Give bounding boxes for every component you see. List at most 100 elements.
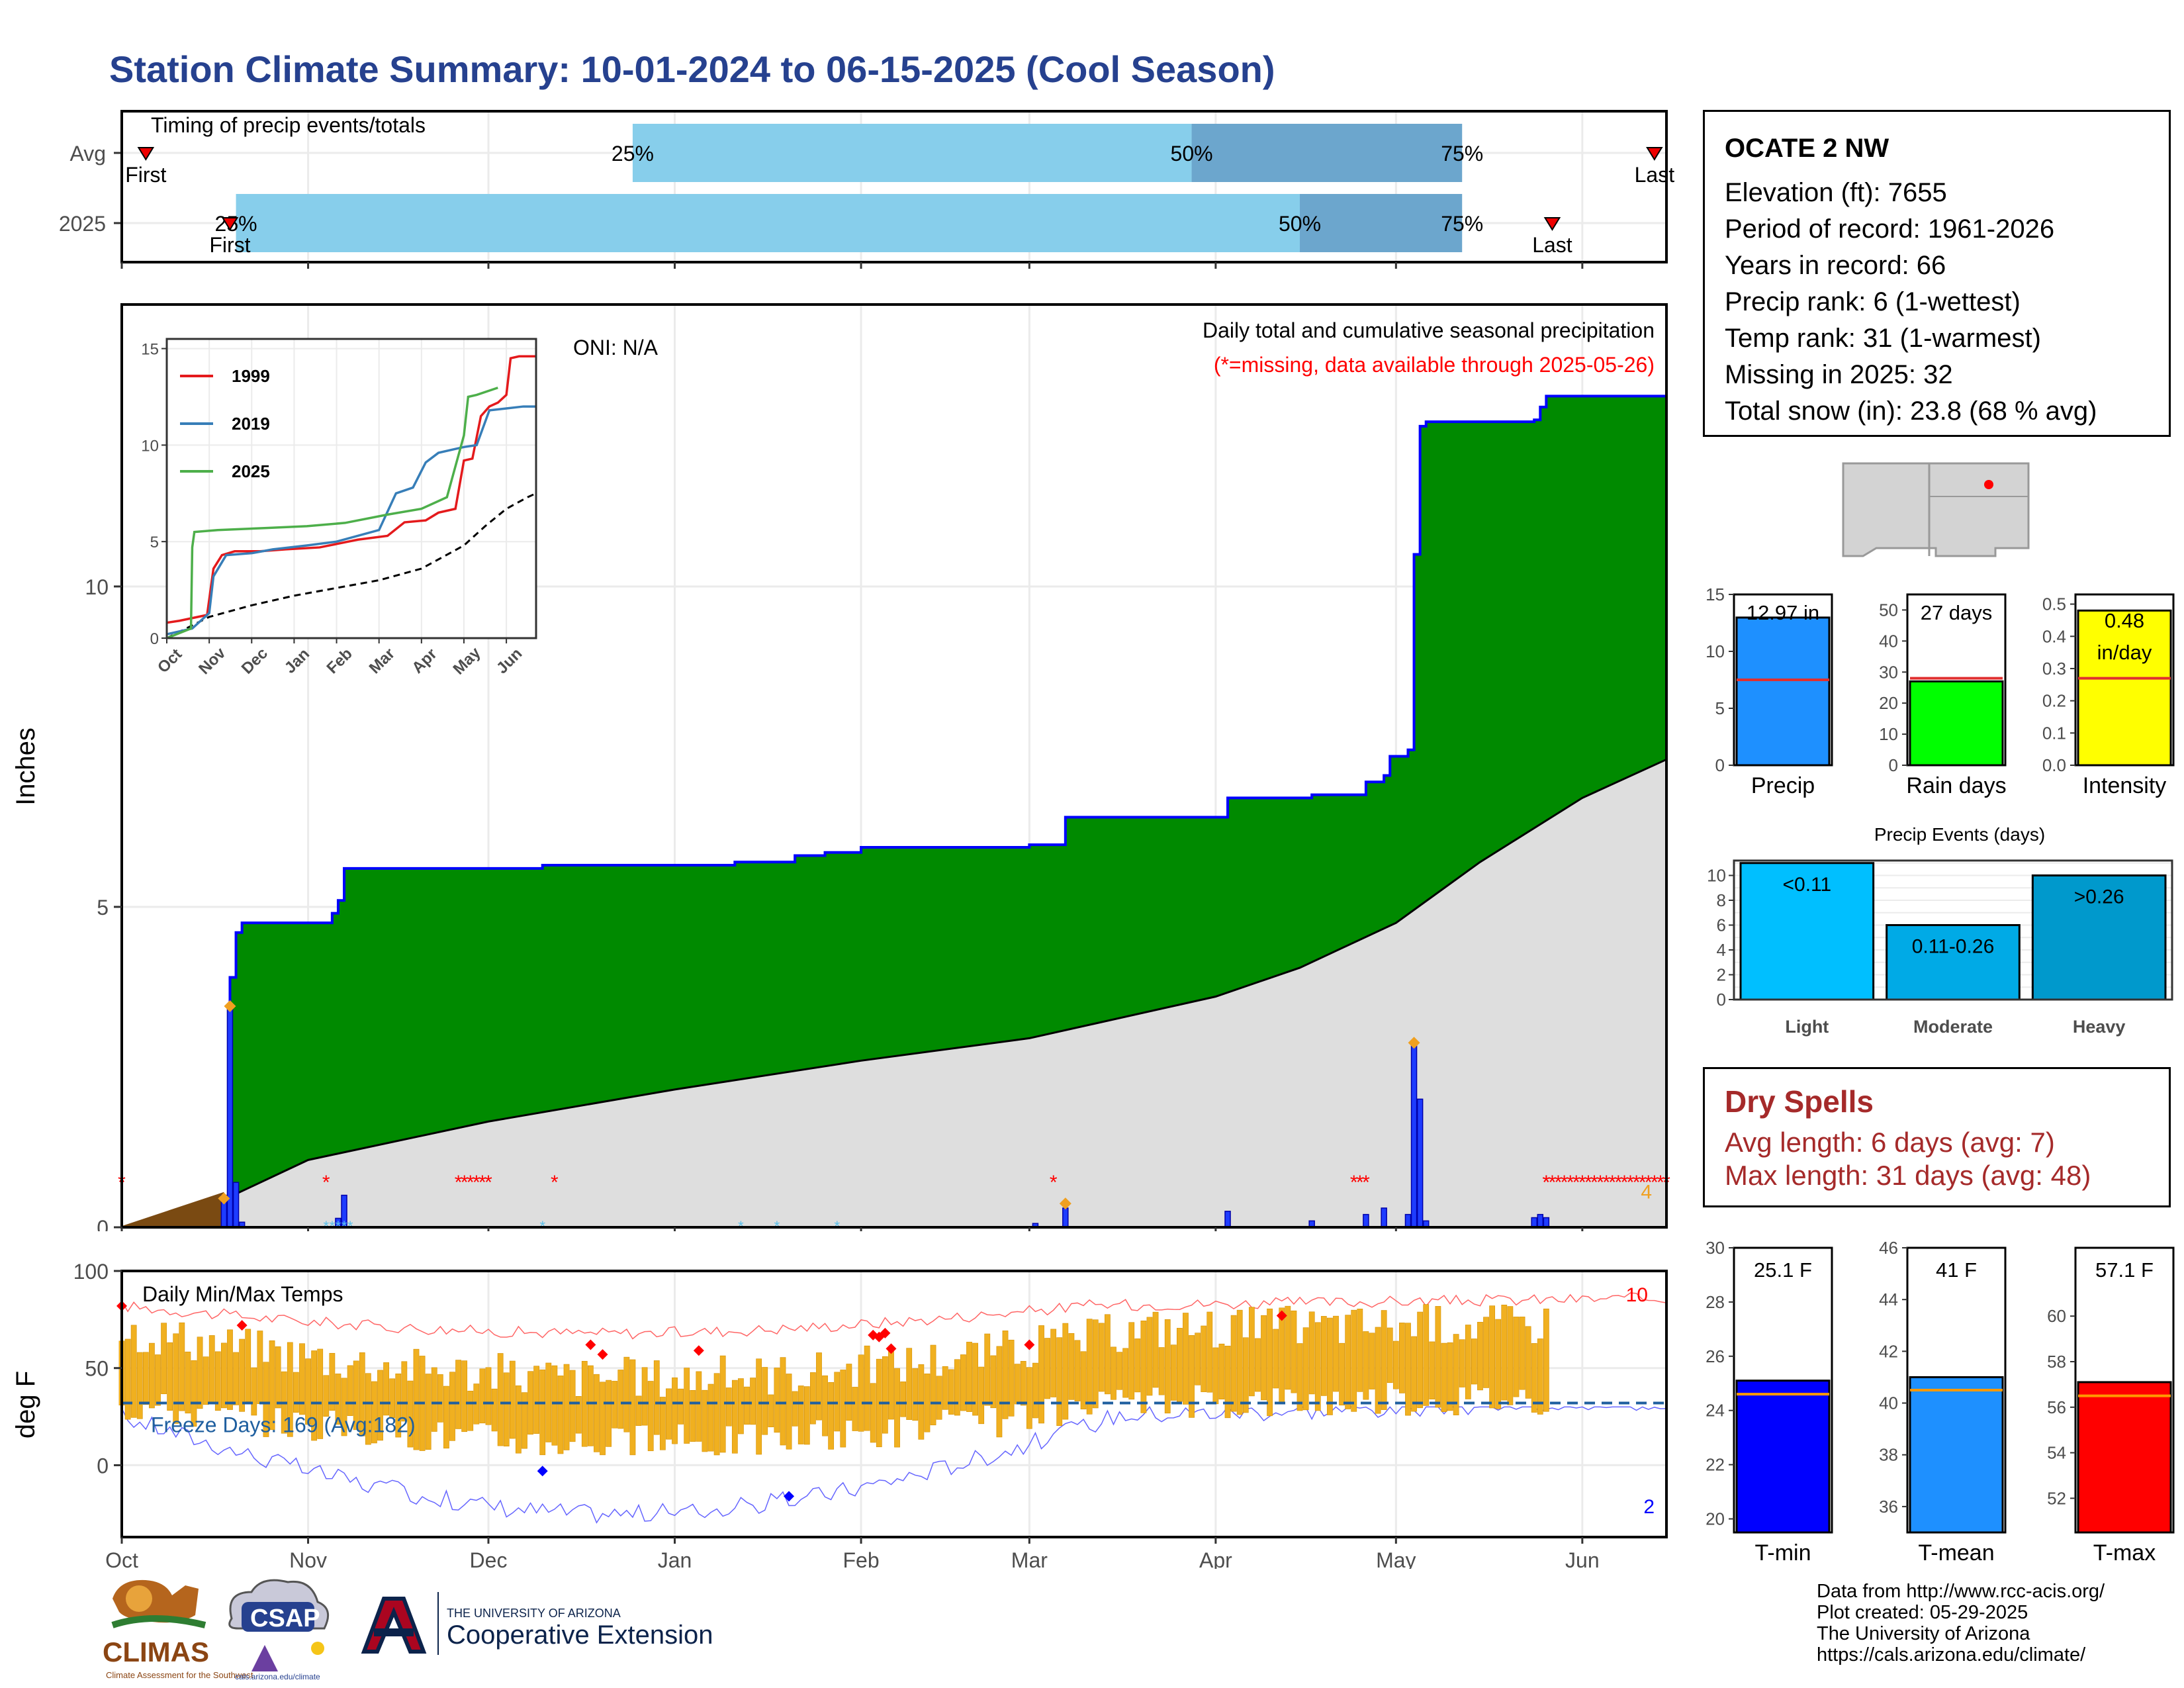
dry-spells-box: Dry Spells Avg length: 6 days (avg: 7) M… <box>1703 1067 2171 1207</box>
events-bar-label: 0.11-0.26 <box>1912 936 1995 958</box>
daily-temp-bar <box>1134 1338 1141 1393</box>
ua-big-text: Cooperative Extension <box>447 1620 713 1650</box>
tmean-chart: 36 38 40 42 44 46 41 F T-mean <box>1879 1238 2007 1566</box>
daily-temp-bar <box>1044 1338 1050 1399</box>
daily-temp-bar <box>1369 1333 1375 1389</box>
daily-temp-bar <box>161 1323 167 1395</box>
daily-temp-bar <box>455 1360 461 1429</box>
extreme-count: 4 <box>1641 1181 1652 1203</box>
snow-marker: * <box>341 1218 347 1231</box>
precip-events-chart: Precip Events (days) <0.11 Light 0.11-0.26 M… <box>1707 824 2173 1037</box>
daily-temp-bar <box>479 1368 486 1424</box>
daily-temp-bar <box>990 1355 997 1409</box>
temp-x-tick-label: Jan <box>658 1548 692 1569</box>
daily-temp-bar <box>149 1342 155 1409</box>
daily-temp-bar <box>1189 1335 1195 1418</box>
precip-cumulative-line <box>122 395 1666 1229</box>
record-high-marker <box>585 1339 596 1350</box>
locator-map <box>1842 462 2030 557</box>
temp-x-tick-label: Dec <box>470 1548 508 1569</box>
station-elevation: Elevation (ft): 7655 <box>1725 178 1947 207</box>
precip-daily-bar <box>226 1009 234 1228</box>
events-x-tick-label: Moderate <box>1913 1017 1993 1037</box>
precip_total-x-label: Precip <box>1751 773 1815 798</box>
station-snow: Total snow (in): 23.8 (68 % avg) <box>1725 397 2097 426</box>
daily-temp-bar <box>569 1370 576 1442</box>
daily-temp-bar <box>623 1356 630 1432</box>
daily-temp-bar <box>563 1364 570 1450</box>
inset-legend-label: 2019 <box>232 414 270 434</box>
daily-temp-bar <box>1026 1367 1032 1429</box>
tmean-y-tick-label: 42 <box>1879 1341 1898 1361</box>
timing-title: Timing of precip events/totals <box>151 113 426 137</box>
extreme-precip-marker <box>1059 1197 1071 1210</box>
rain_days-x-label: Rain days <box>1906 773 2006 798</box>
temp-y-tick-label: 100 <box>73 1260 109 1284</box>
climas-text: CLIMAS <box>103 1636 209 1667</box>
daily-temp-bar <box>635 1395 642 1426</box>
daily-temp-bar <box>1176 1328 1183 1402</box>
daily-temp-bar <box>263 1362 269 1437</box>
tmax-chart: 52 54 56 58 60 57.1 F T-max <box>2047 1246 2175 1566</box>
intensity-unit-label: in/day <box>2097 641 2152 664</box>
tmin-y-tick-label: 24 <box>1706 1401 1725 1421</box>
daily-temp-bar <box>1333 1315 1339 1392</box>
inset-series-line <box>166 387 498 639</box>
tmin-y-tick-label: 26 <box>1706 1346 1725 1366</box>
daily-temp-bar <box>503 1372 510 1447</box>
daily-temp-bar <box>365 1373 371 1445</box>
daily-temp-bar <box>1525 1326 1531 1399</box>
daily-temp-bar <box>203 1356 209 1405</box>
daily-temp-bar <box>738 1378 744 1434</box>
missing-marker: * <box>1645 1172 1653 1194</box>
daily-temp-bar <box>1212 1347 1219 1405</box>
timing-q25-label: 25% <box>612 142 654 165</box>
daily-temp-bar <box>1105 1314 1111 1395</box>
daily-temp-bar <box>672 1377 678 1444</box>
daily-temp-bar <box>629 1359 636 1456</box>
precip-daily-bar <box>1062 1207 1069 1228</box>
daily-temp-bar <box>1068 1333 1075 1400</box>
timing-q25-label: 25% <box>215 212 257 236</box>
inset-normal-line <box>166 492 537 639</box>
daily-temp-bar <box>870 1383 876 1443</box>
daily-temp-bar <box>341 1378 347 1436</box>
inset-legend-label: 2025 <box>232 461 270 481</box>
daily-temp-bar <box>1363 1331 1369 1400</box>
daily-temp-bar <box>1195 1333 1201 1385</box>
missing-marker: * <box>1590 1172 1598 1194</box>
daily-temp-bar <box>750 1378 756 1425</box>
extreme-precip-marker <box>224 1000 236 1013</box>
daily-temp-bar <box>1453 1334 1459 1415</box>
precip_total-bar <box>1735 616 1831 767</box>
daily-temp-bar <box>1459 1339 1465 1387</box>
tmean-y-tick-label: 36 <box>1879 1497 1898 1517</box>
station-missing: Missing in 2025: 32 <box>1725 360 1953 389</box>
daily-temp-bar <box>1146 1317 1153 1396</box>
daily-temp-bar <box>948 1369 954 1415</box>
daily-temp-bar <box>1489 1305 1496 1409</box>
timing-first-label: First <box>209 233 250 257</box>
precip_total-y-tick-label: 15 <box>1706 585 1725 604</box>
precip-daily-bar <box>1381 1207 1387 1228</box>
station-name: OCATE 2 NW <box>1725 134 1889 163</box>
tmean-y-tick-label: 40 <box>1879 1393 1898 1413</box>
timing-q50-label: 50% <box>1171 142 1213 165</box>
daily-temp-bar <box>900 1382 907 1417</box>
climas-logo: CLIMAS Climate Assessment for the Southw… <box>103 1579 253 1680</box>
daily-temp-bar <box>191 1360 197 1427</box>
daily-temp-bar <box>744 1386 750 1425</box>
tmean-value-label: 41 F <box>1936 1258 1977 1282</box>
daily-temp-bar <box>413 1348 420 1450</box>
daily-temp-bar <box>912 1368 919 1421</box>
daily-temp-bar <box>509 1360 516 1439</box>
daily-temp-bar <box>551 1365 558 1446</box>
temp-y-axis-title: deg F <box>11 1371 40 1438</box>
precip-y-tick-label: 5 <box>97 896 109 919</box>
daily-temp-bar <box>1111 1346 1116 1400</box>
tmean-x-label: T-mean <box>1918 1540 1994 1566</box>
precip-daily-bar <box>1224 1211 1231 1228</box>
daily-temp-bar <box>1236 1309 1243 1415</box>
precip-normal-area <box>122 759 1666 1227</box>
missing-marker: * <box>1596 1172 1604 1194</box>
